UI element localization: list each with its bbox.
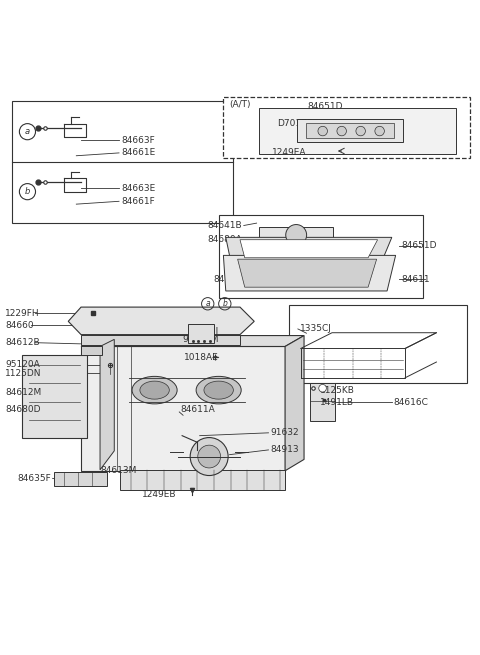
Text: 1249EB: 1249EB — [142, 490, 177, 499]
Text: a: a — [25, 127, 30, 136]
Text: a: a — [205, 299, 210, 309]
Text: 84913: 84913 — [270, 445, 299, 455]
Circle shape — [286, 225, 307, 246]
Bar — [259, 108, 456, 155]
Ellipse shape — [132, 377, 177, 404]
Text: 84747: 84747 — [214, 274, 242, 284]
Text: 84611: 84611 — [401, 274, 430, 284]
Text: 84641B: 84641B — [208, 221, 242, 230]
Ellipse shape — [196, 377, 241, 404]
Text: 84680A: 84680A — [208, 235, 242, 244]
Text: 84661E: 84661E — [121, 149, 156, 157]
Text: 84612M: 84612M — [5, 388, 41, 397]
Text: 95120A: 95120A — [5, 360, 40, 369]
Text: 91632: 91632 — [270, 428, 299, 438]
Bar — [223, 98, 470, 158]
Ellipse shape — [140, 381, 169, 399]
Text: 84651D: 84651D — [401, 242, 437, 250]
Text: (A/T): (A/T) — [229, 100, 251, 109]
Polygon shape — [240, 240, 378, 258]
Polygon shape — [120, 470, 285, 490]
Polygon shape — [100, 339, 114, 470]
Text: 1125KB: 1125KB — [320, 386, 355, 394]
Text: 84663F: 84663F — [121, 136, 155, 145]
Bar — [188, 324, 214, 343]
Polygon shape — [22, 355, 87, 438]
Text: 96120J: 96120J — [187, 327, 219, 336]
Polygon shape — [81, 346, 102, 355]
Polygon shape — [297, 119, 403, 142]
Text: 1249EA: 1249EA — [272, 149, 307, 157]
Text: 1229FH: 1229FH — [5, 309, 40, 318]
Ellipse shape — [204, 381, 233, 399]
Text: 1335CJ: 1335CJ — [300, 324, 332, 333]
Polygon shape — [285, 335, 304, 471]
Text: 84651D: 84651D — [308, 102, 343, 111]
Polygon shape — [259, 227, 333, 243]
Bar — [219, 215, 423, 298]
Text: 1125DN: 1125DN — [5, 369, 42, 377]
Polygon shape — [238, 259, 377, 287]
Text: b: b — [222, 299, 227, 309]
Text: 84635F: 84635F — [17, 474, 51, 483]
Circle shape — [198, 445, 220, 468]
Polygon shape — [223, 255, 396, 291]
Polygon shape — [310, 383, 335, 421]
Text: D70175: D70175 — [277, 119, 312, 128]
Text: 84661F: 84661F — [121, 196, 155, 206]
Circle shape — [190, 438, 228, 476]
Text: 1491LB: 1491LB — [320, 398, 354, 407]
Polygon shape — [68, 307, 254, 335]
Polygon shape — [226, 237, 392, 260]
Circle shape — [356, 126, 365, 136]
Polygon shape — [306, 124, 394, 138]
Polygon shape — [81, 346, 285, 471]
Bar — [12, 101, 233, 223]
Polygon shape — [81, 335, 304, 346]
Text: 96190M: 96190M — [182, 335, 219, 345]
Text: 84611A: 84611A — [180, 405, 216, 413]
Text: 84616C: 84616C — [393, 398, 428, 407]
Text: b: b — [25, 187, 30, 196]
Text: 84660: 84660 — [5, 321, 34, 329]
Text: 1018AE: 1018AE — [184, 353, 219, 362]
Text: 84612B: 84612B — [5, 338, 40, 347]
Bar — [289, 305, 467, 383]
Polygon shape — [81, 335, 240, 345]
Text: 84663E: 84663E — [121, 184, 156, 193]
Text: 84613M: 84613M — [100, 466, 137, 476]
Circle shape — [337, 126, 347, 136]
Circle shape — [375, 126, 384, 136]
Text: 84680D: 84680D — [5, 405, 41, 413]
Circle shape — [319, 384, 326, 392]
Polygon shape — [54, 472, 107, 487]
Circle shape — [318, 126, 327, 136]
